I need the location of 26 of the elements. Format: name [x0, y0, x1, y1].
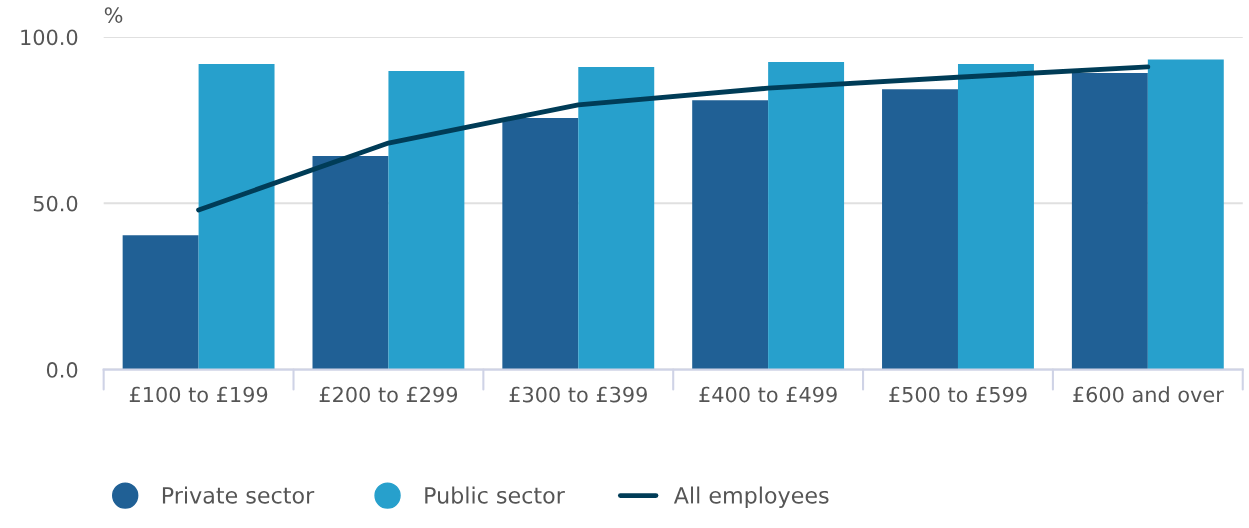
x-tick-label: £600 and over [1073, 386, 1224, 403]
bar [1071, 72, 1148, 370]
x-tick-label: £500 to £599 [889, 386, 1027, 403]
bar [768, 61, 845, 370]
bar [388, 70, 465, 370]
y-tick-label: 100.0 [21, 29, 78, 46]
x-tick-label: £400 to £499 [699, 386, 837, 403]
legend-label: Public sector [425, 486, 565, 504]
y-tick-label: 50.0 [33, 195, 78, 212]
bar [198, 63, 275, 370]
y-tick-label: 0.0 [46, 362, 78, 378]
bar [957, 63, 1034, 370]
line-series [196, 64, 1151, 213]
x-tick-label: £100 to £199 [129, 386, 268, 403]
bar [692, 100, 769, 370]
y-axis-title: % [104, 7, 123, 23]
legend-label: Private sector [162, 486, 315, 504]
x-tick-label: £200 to £299 [319, 386, 458, 403]
bar [502, 118, 579, 370]
bar [122, 235, 199, 370]
bar [1147, 59, 1224, 370]
bar [312, 156, 389, 370]
legend-label: All employees [673, 486, 829, 508]
bar [882, 89, 958, 370]
bar [578, 66, 655, 370]
x-tick-label: £300 to £399 [509, 386, 647, 403]
